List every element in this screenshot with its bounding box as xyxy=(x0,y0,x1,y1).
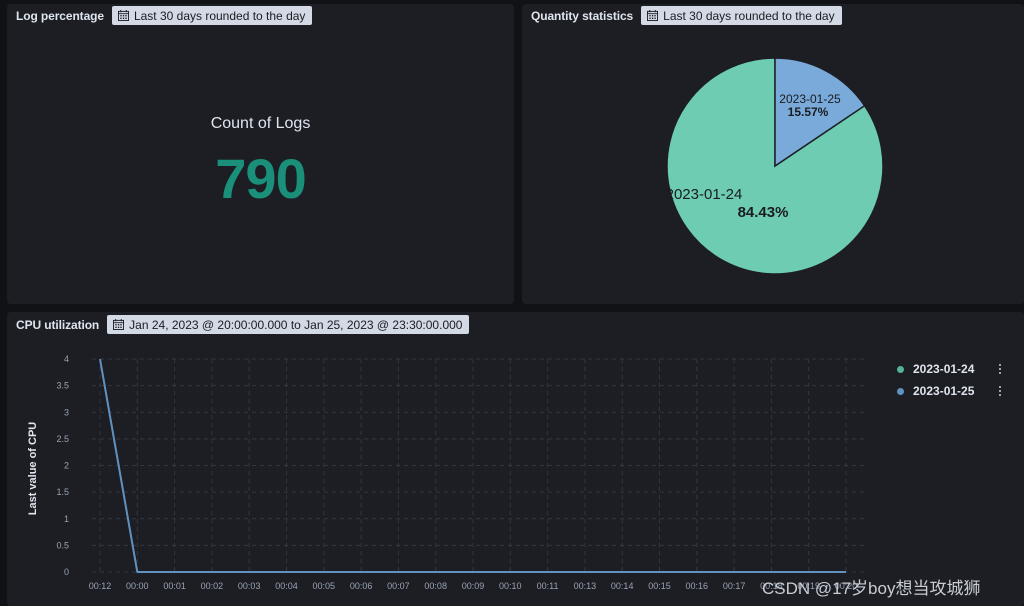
pie-slice-percent: 84.43% xyxy=(738,204,789,221)
log-percentage-panel: Log percentage Last 30 days rounded to t… xyxy=(7,4,514,304)
pie-slice-percent: 15.57% xyxy=(788,105,829,119)
y-axis-title: Last value of CPU xyxy=(27,422,39,516)
x-tick-label: 00:17 xyxy=(723,581,746,591)
x-tick-label: 00:00 xyxy=(126,581,149,591)
y-tick-label: 0.5 xyxy=(56,540,69,550)
x-tick-label: 00:08 xyxy=(424,581,447,591)
calendar-icon xyxy=(113,319,125,330)
x-tick-label: 00:12 xyxy=(89,581,112,591)
x-tick-label: 00:03 xyxy=(238,581,261,591)
y-tick-label: 3 xyxy=(64,407,69,417)
cpu-utilization-panel: CPU utilization Jan 24, 2023 @ 20:00:00.… xyxy=(7,312,1024,606)
x-tick-label: 00:14 xyxy=(611,581,634,591)
x-tick-label: 00:20 xyxy=(835,581,858,591)
calendar-icon xyxy=(117,10,129,21)
metric-value: 790 xyxy=(215,147,306,210)
panel-title: CPU utilization xyxy=(16,317,100,332)
panel-header: CPU utilization Jan 24, 2023 @ 20:00:00.… xyxy=(16,315,470,334)
panel-header: Log percentage Last 30 days rounded to t… xyxy=(16,6,313,25)
x-tick-label: 00:16 xyxy=(686,581,709,591)
legend-item[interactable]: 2023-01-25 xyxy=(897,380,1001,402)
y-tick-label: 0 xyxy=(64,567,69,577)
quantity-statistics-panel: Quantity statistics Last 30 days rounded… xyxy=(522,4,1024,304)
y-tick-label: 2 xyxy=(64,461,69,471)
x-tick-label: 00:18 xyxy=(760,581,783,591)
legend-swatch xyxy=(897,387,904,395)
time-range-text: Jan 24, 2023 @ 20:00:00.000 to Jan 25, 2… xyxy=(129,317,463,332)
pie-slice-label: 2023-01-25 xyxy=(779,92,841,106)
time-range-text: Last 30 days rounded to the day xyxy=(663,8,835,23)
pie-slice-label: 2023-01-24 xyxy=(666,186,743,203)
x-tick-label: 00:19 xyxy=(797,581,820,591)
time-range-badge[interactable]: Last 30 days rounded to the day xyxy=(111,6,313,25)
legend-label: 2023-01-25 xyxy=(913,384,975,398)
line-chart: 0 0.5 1 1.5 2 2.5 3 3.5 4 00:12 00:00 00:01 00:02 00:… xyxy=(27,354,866,591)
time-range-badge[interactable]: Jan 24, 2023 @ 20:00:00.000 to Jan 25, 2… xyxy=(107,315,470,334)
metric-label: Count of Logs xyxy=(210,115,311,132)
y-tick-label: 4 xyxy=(64,354,69,364)
x-tick-label: 00:15 xyxy=(648,581,671,591)
calendar-icon xyxy=(647,10,659,21)
time-range-badge[interactable]: Last 30 days rounded to the day xyxy=(641,6,842,25)
x-tick-label: 00:04 xyxy=(275,581,298,591)
legend-swatch xyxy=(897,365,904,373)
x-tick-label: 00:05 xyxy=(313,581,336,591)
panel-header: Quantity statistics Last 30 days rounded… xyxy=(531,6,842,25)
x-tick-label: 00:09 xyxy=(462,581,485,591)
y-tick-label: 2.5 xyxy=(56,434,69,444)
watermark: CSDN @17岁boy想当攻城狮 xyxy=(762,579,981,598)
y-tick-label: 1.5 xyxy=(56,487,69,497)
x-tick-label: 00:07 xyxy=(387,581,410,591)
legend: 2023-01-24 2023-01-25 xyxy=(897,358,1001,402)
panel-title: Log percentage xyxy=(16,8,104,23)
y-tick-label: 3.5 xyxy=(56,381,69,391)
y-tick-label: 1 xyxy=(64,514,69,524)
x-tick-label: 00:01 xyxy=(163,581,186,591)
series-line[interactable] xyxy=(99,358,846,573)
legend-options-icon[interactable] xyxy=(999,364,1001,374)
x-tick-label: 00:10 xyxy=(499,581,522,591)
legend-label: 2023-01-24 xyxy=(913,362,975,376)
x-tick-label: 00:06 xyxy=(350,581,373,591)
panel-title: Quantity statistics xyxy=(531,8,634,23)
pie-slice[interactable] xyxy=(774,57,866,168)
legend-item[interactable]: 2023-01-24 xyxy=(897,358,1001,380)
x-tick-label: 00:13 xyxy=(574,581,597,591)
time-range-text: Last 30 days rounded to the day xyxy=(133,8,306,23)
x-tick-label: 00:02 xyxy=(201,581,224,591)
x-tick-label: 00:11 xyxy=(537,581,559,591)
legend-options-icon[interactable] xyxy=(999,386,1001,396)
